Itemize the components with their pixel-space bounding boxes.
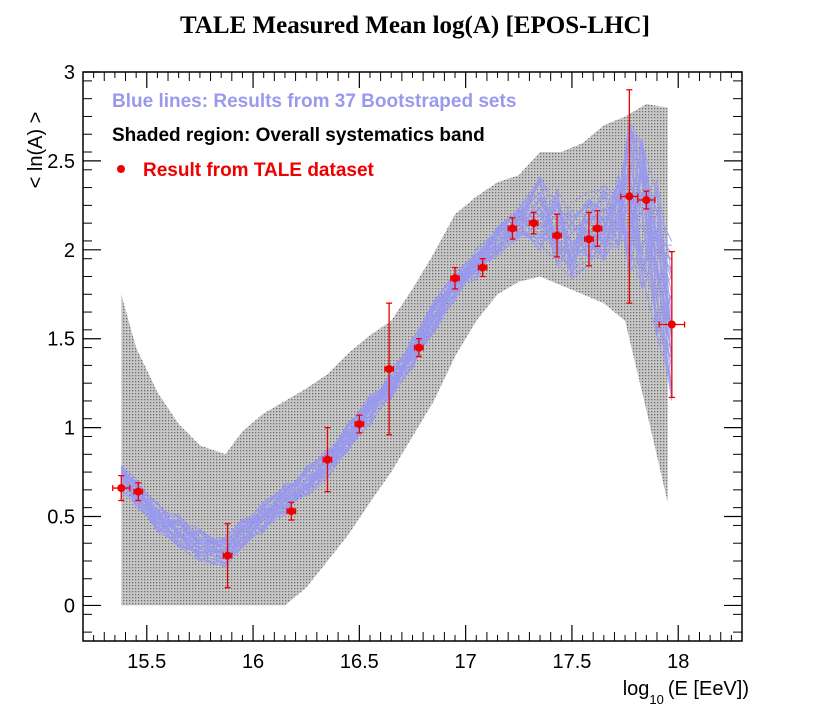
data-marker <box>451 274 460 283</box>
data-marker <box>414 343 423 352</box>
data-marker <box>355 420 364 429</box>
data-point <box>620 89 639 304</box>
x-tick-label: 15.5 <box>127 651 166 673</box>
y-tick-label: 3 <box>64 62 75 84</box>
data-point <box>112 474 131 502</box>
x-axis-label-prefix: log <box>623 678 650 700</box>
data-point <box>584 211 594 267</box>
y-tick-label: 2 <box>64 240 75 262</box>
data-point <box>133 482 144 502</box>
bootstrap-line <box>121 119 673 565</box>
legend: Blue lines: Results from 37 Bootstraped … <box>112 91 516 181</box>
data-marker <box>553 231 562 240</box>
x-axis-label-text: (E [EeV]) <box>668 678 749 700</box>
systematics-band-layer <box>121 104 668 606</box>
data-point <box>477 258 488 278</box>
data-marker <box>323 455 332 464</box>
y-tick-label: 2.5 <box>47 151 75 173</box>
data-point <box>413 338 424 358</box>
data-marker <box>223 551 232 560</box>
legend-bootstrap-label: Blue lines: Results from 37 Bootstraped … <box>112 91 516 112</box>
bootstrap-line <box>120 191 673 550</box>
data-marker <box>385 364 394 373</box>
x-tick-label: 17 <box>455 651 477 673</box>
x-tick-label: 16.5 <box>340 651 379 673</box>
x-tick-label: 17.5 <box>552 651 591 673</box>
legend-result-label: Result from TALE dataset <box>143 160 375 181</box>
x-axis-label: log10 (E [EeV]) <box>623 678 749 707</box>
bootstrap-line <box>120 131 673 558</box>
bootstrap-line <box>121 180 673 554</box>
bootstrap-lines-layer <box>120 119 673 568</box>
data-point <box>552 213 562 258</box>
data-marker <box>642 196 651 205</box>
y-axis-label: < ln(A) > <box>25 112 47 189</box>
x-axis-label-subscript: 10 <box>649 692 663 707</box>
data-point <box>528 211 539 235</box>
data-point <box>637 190 656 210</box>
legend-result-marker <box>117 165 125 173</box>
y-tick-label: 0 <box>64 595 75 617</box>
systematics-band <box>121 104 668 606</box>
y-tick-label: 0.5 <box>47 507 75 529</box>
bootstrap-line <box>121 122 673 553</box>
x-tick-label: 16 <box>242 651 264 673</box>
bootstrap-line <box>121 192 673 549</box>
data-point <box>658 250 686 399</box>
data-marker <box>625 192 634 201</box>
data-points-layer <box>112 89 686 589</box>
data-point <box>286 501 297 521</box>
data-marker <box>529 219 538 228</box>
data-point <box>222 522 233 589</box>
data-point <box>507 217 518 240</box>
data-marker <box>117 484 126 493</box>
data-marker <box>508 224 517 233</box>
x-tick-label: 18 <box>667 651 689 673</box>
data-point <box>450 266 460 290</box>
data-marker <box>667 320 676 329</box>
bootstrap-line <box>120 194 673 560</box>
data-marker <box>584 235 593 244</box>
data-marker <box>593 224 602 233</box>
y-tick-label: 1.5 <box>47 329 75 351</box>
chart-title: TALE Measured Mean log(A) [EPOS-LHC] <box>180 12 650 39</box>
legend-systematics-label: Shaded region: Overall systematics band <box>112 125 485 146</box>
data-marker <box>134 487 143 496</box>
data-point <box>384 302 395 436</box>
axes-layer: 15.5 16 16.5 17 17.5 18 0 0.5 1 1.5 2 2.5 3 <box>47 62 742 673</box>
data-point <box>354 414 365 434</box>
y-tick-label: 1 <box>64 418 75 440</box>
data-point <box>592 210 603 247</box>
data-marker <box>287 507 296 516</box>
data-point <box>322 426 333 493</box>
data-marker <box>478 263 487 272</box>
